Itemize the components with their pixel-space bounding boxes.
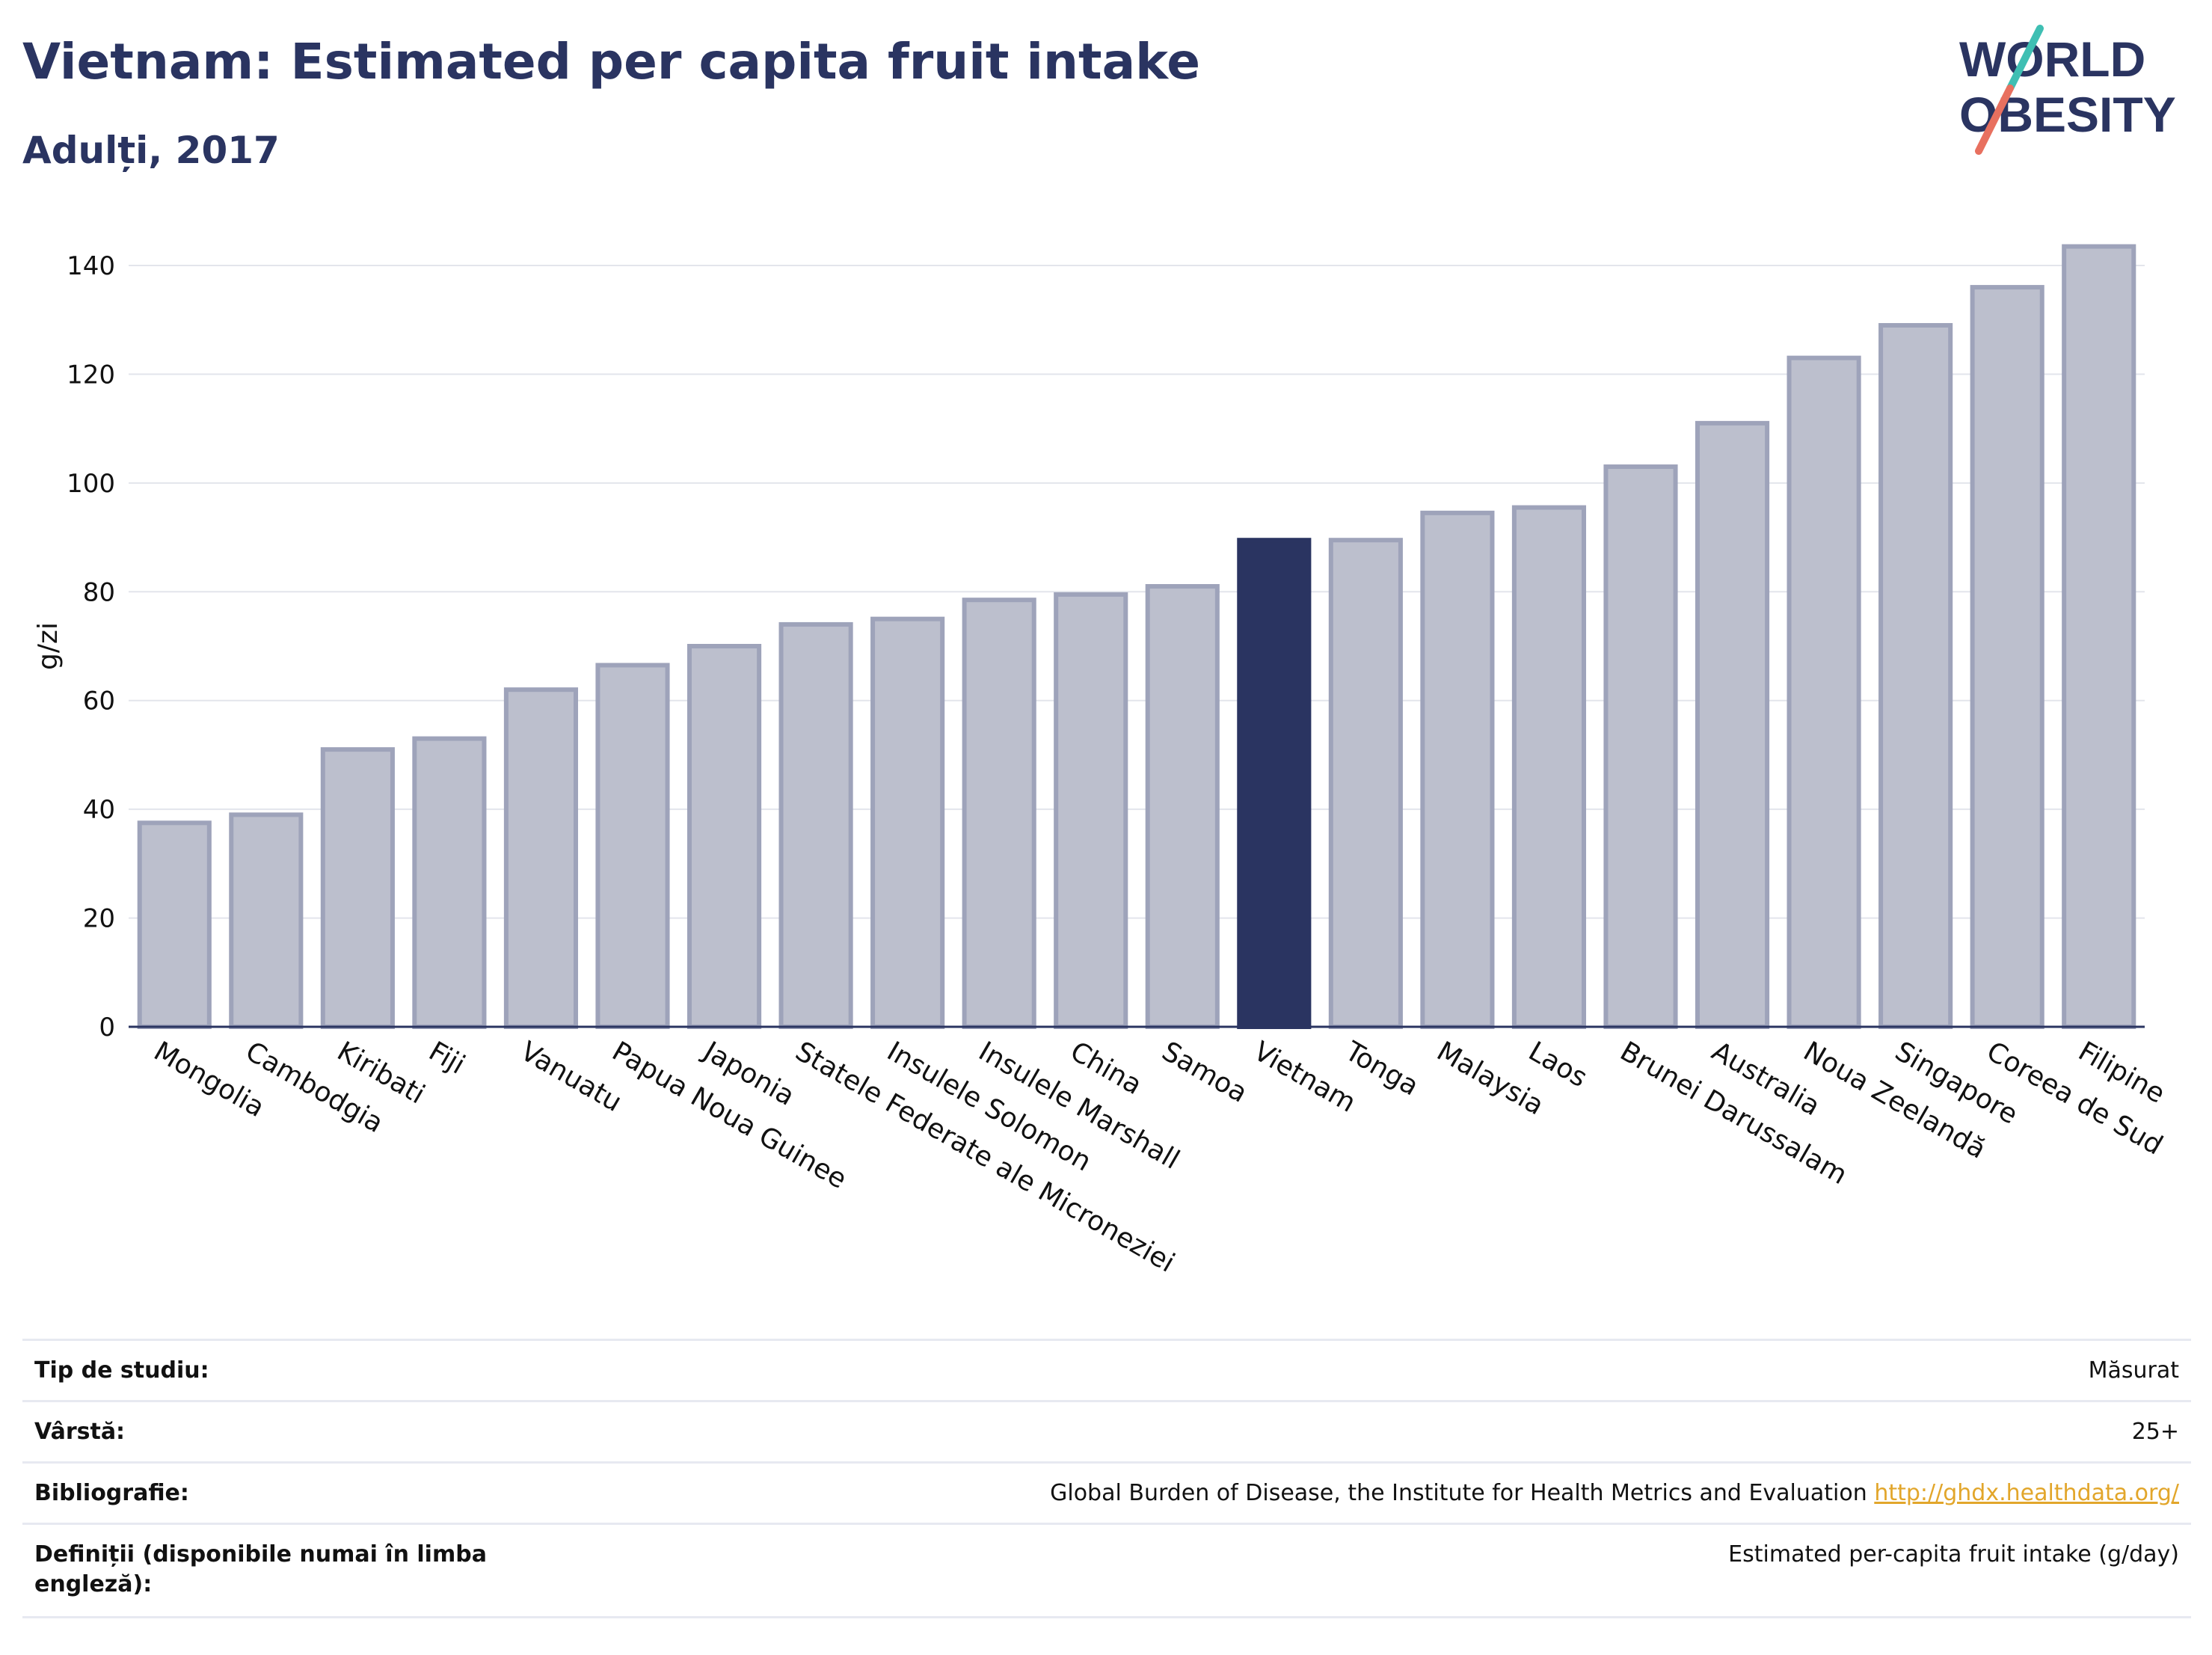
info-row-bibliography: Bibliografie: Global Burden of Disease, … xyxy=(22,1461,2191,1523)
bar xyxy=(1511,505,1587,1029)
info-value: 25+ xyxy=(2131,1419,2179,1445)
y-axis-label: g/zi xyxy=(33,622,64,670)
bar-highlight xyxy=(1237,538,1312,1029)
info-row-study-type: Tip de studiu: Măsurat xyxy=(22,1339,2191,1400)
bar xyxy=(1054,592,1128,1029)
x-tick-label: Vanuatu xyxy=(515,1036,627,1118)
bar xyxy=(1787,355,1861,1030)
y-tick-label: 100 xyxy=(67,469,115,499)
bar xyxy=(1878,322,1953,1029)
info-row-age: Vârstă: 25+ xyxy=(22,1400,2191,1461)
info-key: Vârstă: xyxy=(34,1419,126,1445)
bar xyxy=(686,644,762,1029)
info-key: Bibliografie: xyxy=(34,1480,189,1506)
info-value: Măsurat xyxy=(2088,1357,2179,1384)
x-tick-label: Laos xyxy=(1523,1036,1592,1093)
bar xyxy=(2062,244,2136,1029)
bar xyxy=(137,820,212,1029)
x-tick-label: Fiji xyxy=(423,1036,470,1081)
y-tick-label: 140 xyxy=(67,251,115,281)
bar xyxy=(595,663,670,1029)
info-value: Estimated per-capita fruit intake (g/day… xyxy=(1728,1541,2179,1568)
world-obesity-logo: WORLD OBESITY xyxy=(1959,25,2176,155)
info-row-definitions: Definiții (disponibile numai în limba en… xyxy=(22,1523,2191,1618)
bar xyxy=(962,598,1036,1029)
page-subtitle: Adulți, 2017 xyxy=(22,129,280,172)
y-tick-label: 40 xyxy=(83,795,115,825)
page-title: Vietnam: Estimated per capita fruit inta… xyxy=(22,33,1201,90)
bar xyxy=(1970,285,2044,1030)
bar xyxy=(412,736,487,1029)
y-tick-label: 120 xyxy=(67,360,115,390)
bar xyxy=(320,747,395,1030)
info-key: Definiții (disponibile numai în limba en… xyxy=(34,1541,487,1597)
bar-chart: 020406080100120140g/ziMongoliaCambodgiaK… xyxy=(33,244,2170,1279)
y-tick-label: 80 xyxy=(83,577,115,607)
info-key: Tip de studiu: xyxy=(34,1357,209,1384)
info-value: Global Burden of Disease, the Institute … xyxy=(1050,1479,2191,1508)
y-tick-label: 20 xyxy=(83,904,115,934)
bibliography-link[interactable]: http://ghdx.healthdata.org/ xyxy=(1874,1480,2179,1506)
y-tick-label: 60 xyxy=(83,687,115,716)
x-tick-label: Vietnam xyxy=(1248,1036,1360,1119)
bar xyxy=(229,812,304,1030)
bar xyxy=(1328,538,1403,1029)
x-tick-label: Samoa xyxy=(1157,1036,1253,1109)
bar xyxy=(1695,420,1770,1029)
bar xyxy=(1145,584,1220,1029)
bar xyxy=(1603,464,1678,1029)
bar xyxy=(870,616,945,1029)
logo-slash-teal xyxy=(2006,25,2044,92)
logo-text-world: WORLD xyxy=(1959,31,2145,87)
bar xyxy=(1420,510,1495,1029)
y-tick-label: 0 xyxy=(99,1013,115,1043)
info-table: Tip de studiu: Măsurat Vârstă: 25+ Bibli… xyxy=(22,1339,2191,1618)
bibliography-text: Global Burden of Disease, the Institute … xyxy=(1050,1480,1867,1506)
bar xyxy=(778,621,853,1029)
bar xyxy=(503,687,579,1030)
logo-slash-coral xyxy=(1975,85,2014,155)
